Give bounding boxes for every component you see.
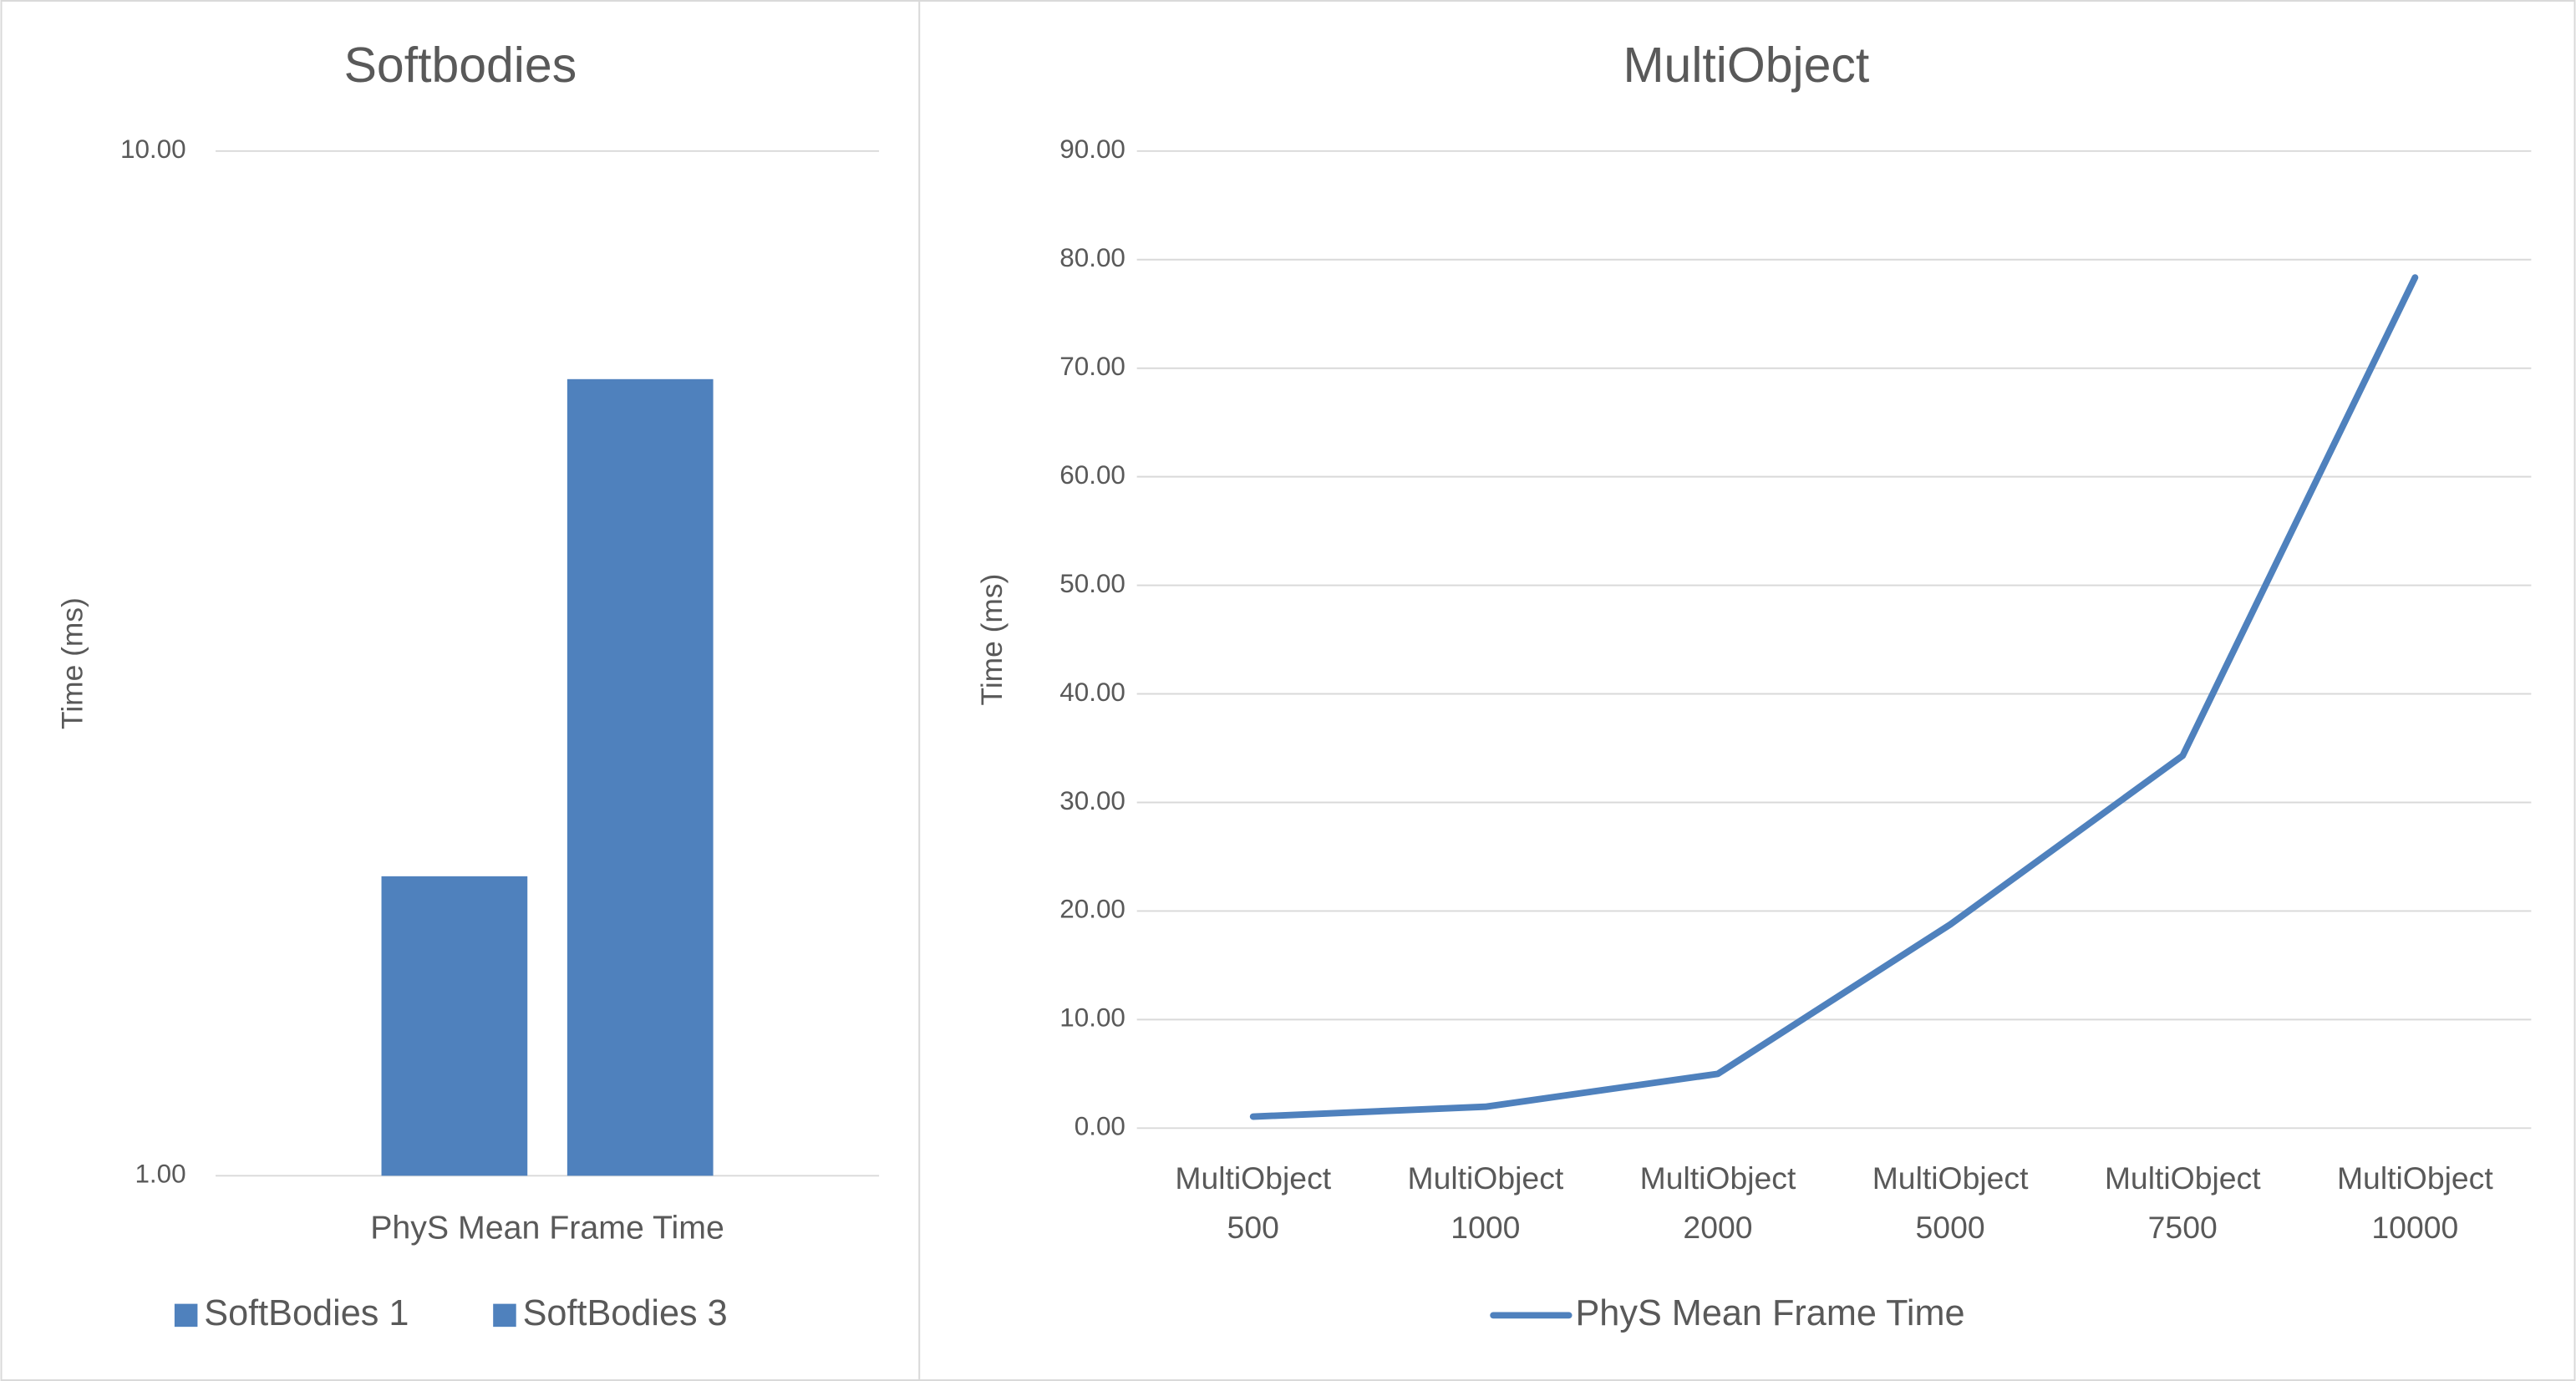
x-tick-label: PhyS Mean Frame Time	[370, 1210, 724, 1246]
legend-swatch	[174, 1303, 198, 1328]
legend-label: PhyS Mean Frame Time	[1575, 1293, 1964, 1333]
x-tick-label: MultiObject 1000	[1407, 1162, 1564, 1246]
y-tick-label: 70.00	[1059, 352, 1125, 381]
bar	[381, 876, 528, 1176]
x-tick-slot: MultiObject 1000	[1407, 1162, 1564, 1246]
y-axis-title: Time (ms)	[976, 574, 1009, 706]
y-tick-label: 20.00	[1059, 895, 1125, 924]
x-tick-slot: MultiObject 10000	[2336, 1162, 2493, 1246]
y-tick-label: 50.00	[1059, 569, 1125, 598]
x-tick-label: MultiObject 7500	[2104, 1162, 2261, 1246]
y-tick-label: 10.00	[120, 135, 186, 164]
x-tick-label: MultiObject 10000	[2336, 1162, 2493, 1246]
x-tick-label: MultiObject 2000	[1639, 1162, 1796, 1246]
legend-label: SoftBodies 1	[204, 1293, 409, 1333]
y-tick-label: 1.00	[135, 1160, 185, 1189]
line	[1249, 274, 2419, 1120]
y-axis-title: Time (ms)	[56, 597, 89, 729]
y-tick-label: 60.00	[1059, 460, 1125, 490]
legend-swatch	[493, 1303, 516, 1328]
x-tick-slot: MultiObject 500	[1175, 1162, 1332, 1246]
bar	[567, 378, 714, 1176]
x-tick-slot: MultiObject 7500	[2104, 1162, 2261, 1246]
x-tick-label: MultiObject 5000	[1872, 1162, 2029, 1246]
x-tick-label: MultiObject 500	[1175, 1162, 1332, 1246]
y-tick-label: 80.00	[1059, 243, 1125, 272]
y-tick-label: 90.00	[1059, 135, 1125, 164]
chart-title: MultiObject	[1623, 38, 1869, 93]
y-tick-label: 0.00	[1075, 1112, 1125, 1141]
y-tick-label: 10.00	[1059, 1003, 1125, 1033]
chart-title: Softbodies	[344, 38, 577, 93]
x-tick-slot: MultiObject 2000	[1639, 1162, 1796, 1246]
legend-label: SoftBodies 3	[523, 1293, 728, 1333]
x-tick-slot: MultiObject 5000	[1872, 1162, 2029, 1246]
y-tick-label: 40.00	[1059, 678, 1125, 707]
y-tick-label: 30.00	[1059, 786, 1125, 815]
